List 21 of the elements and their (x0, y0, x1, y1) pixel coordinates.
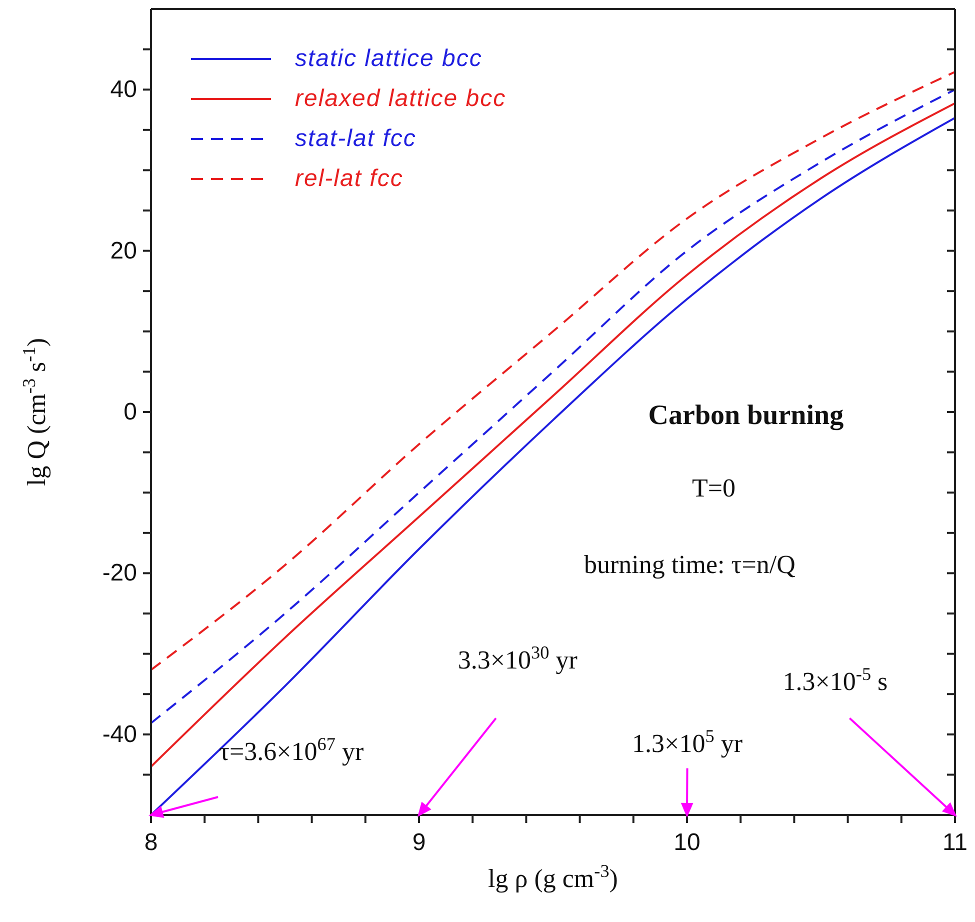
annotation: burning time: τ=n/Q (584, 550, 796, 580)
y-tick-label: 0 (124, 398, 137, 426)
annotation: Carbon burning (648, 400, 844, 432)
y-tick-label: -40 (102, 720, 137, 748)
legend-label: stat-lat fcc (295, 125, 416, 153)
y-tick-label: -20 (102, 560, 137, 587)
x-tick-label: 10 (674, 828, 700, 856)
legend-label: relaxed lattice bcc (295, 85, 506, 113)
x-tick-label: 11 (942, 828, 968, 856)
x-tick-label: 9 (412, 828, 426, 856)
legend-label: rel-lat fcc (295, 165, 404, 193)
annotation: 1.3×10$^{5}$ yr (632, 726, 743, 758)
annotation: 1.3×10$^{-5}$ s (782, 664, 888, 696)
y-tick-label: 40 (110, 76, 137, 104)
annotation: τ=3.6×10$^{67}$ yr (219, 734, 364, 766)
legend-label: static lattice bcc (295, 45, 482, 73)
y-tick-label: 20 (110, 237, 137, 264)
annotation: 3.3×10$^{30}$ yr (458, 642, 578, 674)
x-tick-label: 8 (144, 828, 158, 856)
x-axis-title: lg ρ (g cm$^{-3}$) (488, 861, 618, 893)
annotation: T=0 (692, 474, 736, 503)
